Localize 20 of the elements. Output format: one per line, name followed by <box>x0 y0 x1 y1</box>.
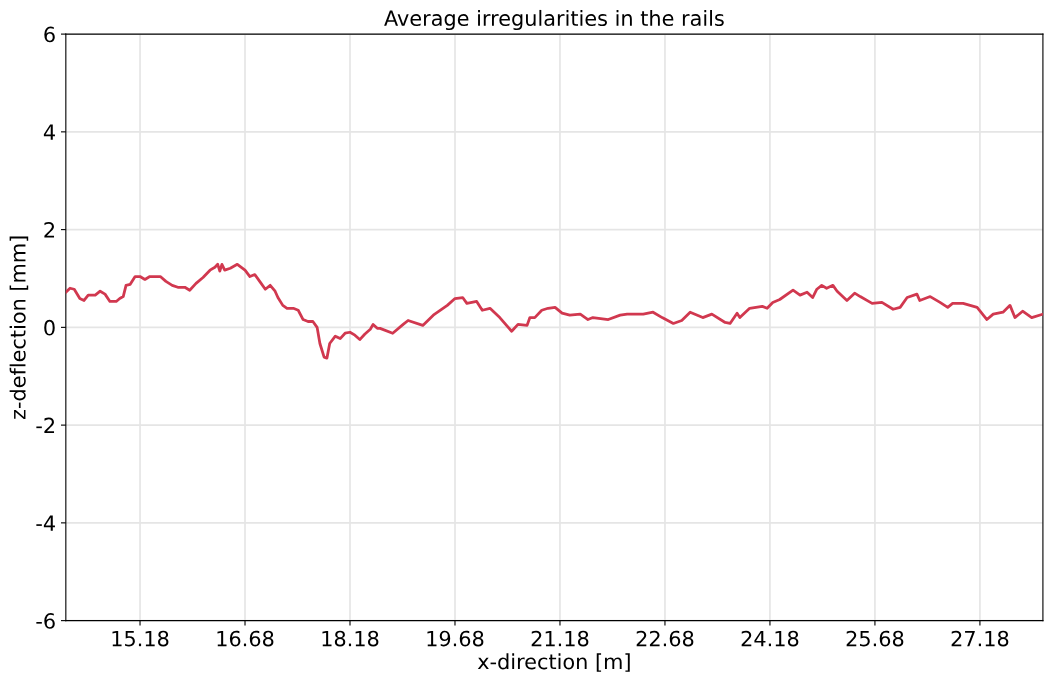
y-tick-label: 6 <box>44 26 55 43</box>
y-tick-label: 0 <box>44 319 55 336</box>
x-tick-label: 22.68 <box>636 630 694 647</box>
y-axis-title: z-deflection [mm] <box>9 236 29 420</box>
y-tick-label: 2 <box>44 222 55 238</box>
x-tick-label: 25.68 <box>846 630 904 647</box>
x-tick-label: 24.18 <box>741 630 799 647</box>
x-tick-label: 18.18 <box>322 630 379 647</box>
x-tick-label: 19.68 <box>427 630 484 647</box>
x-tick-label: 21.18 <box>531 630 589 647</box>
y-tick-label: 4 <box>43 124 55 140</box>
x-tick-label: 27.18 <box>951 630 1009 647</box>
chart-title: Average irregularities in the rails <box>384 9 724 31</box>
line-series <box>65 262 1043 360</box>
x-axis-title: x-direction [m] <box>477 653 630 672</box>
y-tick-label: -6 <box>36 613 55 629</box>
x-tick-label: 15.18 <box>112 630 169 647</box>
y-tick-label: -4 <box>36 515 55 531</box>
y-tick-label: -2 <box>36 417 55 434</box>
x-tick-label: 16.68 <box>217 630 274 647</box>
